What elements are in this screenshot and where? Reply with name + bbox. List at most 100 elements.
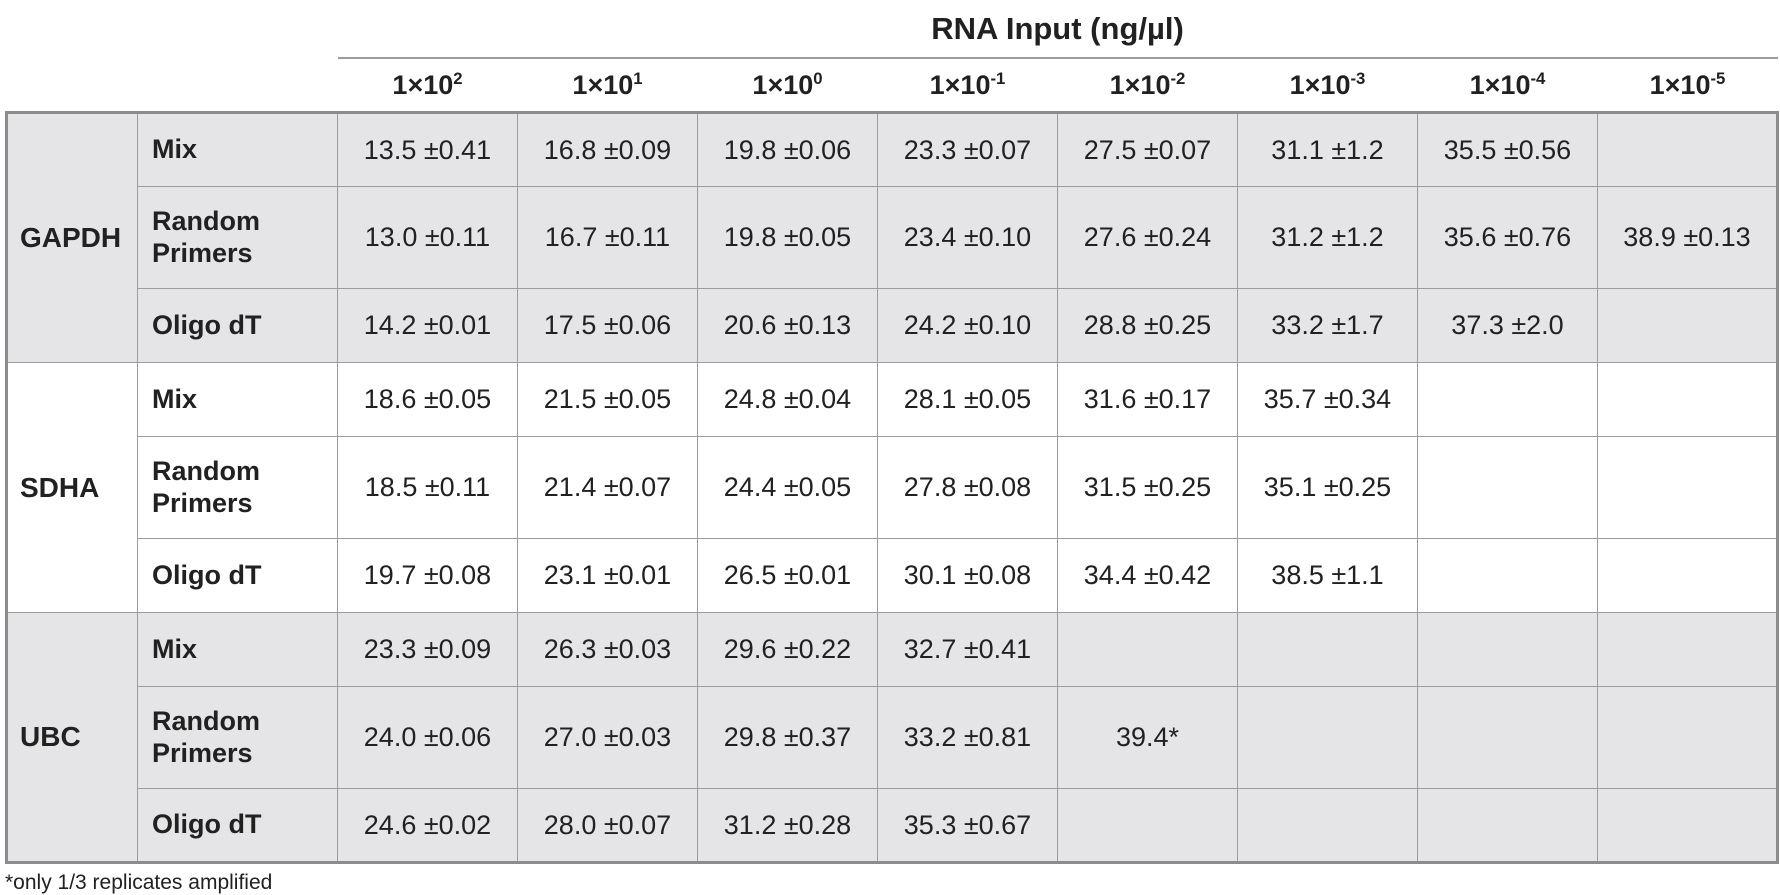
table-title: RNA Input (ng/µl) <box>337 2 1778 59</box>
value-cell: 23.4 ±0.10 <box>877 186 1058 289</box>
value-cell: 13.5 ±0.41 <box>337 112 518 187</box>
column-header-1e-1: 1×10-1 <box>878 58 1058 113</box>
column-header-base: 1×10 <box>1109 69 1171 100</box>
column-header-1e2: 1×102 <box>338 58 518 113</box>
gene-label-gapdh: GAPDH <box>6 112 138 363</box>
value-cell: 23.3 ±0.07 <box>877 112 1058 187</box>
value-cell: 24.8 ±0.04 <box>697 362 878 437</box>
value-cell <box>1597 686 1778 789</box>
column-header-base: 1×10 <box>1469 69 1531 100</box>
value-cell: 24.6 ±0.02 <box>337 788 518 863</box>
primer-label: Random Primers <box>137 686 338 789</box>
value-cell: 13.0 ±0.11 <box>337 186 518 289</box>
value-cell: 32.7 ±0.41 <box>877 612 1058 687</box>
value-cell: 27.0 ±0.03 <box>517 686 698 789</box>
value-cell: 26.3 ±0.03 <box>517 612 698 687</box>
value-cell: 27.8 ±0.08 <box>877 436 1058 539</box>
value-cell: 20.6 ±0.13 <box>697 288 878 363</box>
table-row: Oligo dT 19.7 ±0.08 23.1 ±0.01 26.5 ±0.01 30… <box>7 538 1778 613</box>
footnote: *only 1/3 replicates amplified <box>5 871 273 894</box>
value-cell: 30.1 ±0.08 <box>877 538 1058 613</box>
value-cell: 28.8 ±0.25 <box>1057 288 1238 363</box>
value-cell <box>1417 538 1598 613</box>
value-cell: 19.8 ±0.06 <box>697 112 878 187</box>
column-header-exponent: -2 <box>1170 68 1186 88</box>
value-cell: 14.2 ±0.01 <box>337 288 518 363</box>
value-cell <box>1597 538 1778 613</box>
value-cell: 19.8 ±0.05 <box>697 186 878 289</box>
value-cell: 29.8 ±0.37 <box>697 686 878 789</box>
column-header-base: 1×10 <box>752 69 814 100</box>
value-cell <box>1237 788 1418 863</box>
value-cell <box>1417 686 1598 789</box>
primer-label: Oligo dT <box>137 538 338 613</box>
value-cell: 21.5 ±0.05 <box>517 362 698 437</box>
column-header-exponent: -3 <box>1350 68 1366 88</box>
value-cell <box>1597 288 1778 363</box>
table-row: Random Primers 24.0 ±0.06 27.0 ±0.03 29.8 ±… <box>7 686 1778 789</box>
value-cell: 38.9 ±0.13 <box>1597 186 1778 289</box>
column-header-base: 1×10 <box>572 69 634 100</box>
value-cell: 34.4 ±0.42 <box>1057 538 1238 613</box>
column-header-1e-3: 1×10-3 <box>1238 58 1418 113</box>
value-cell <box>1057 788 1238 863</box>
column-header-base: 1×10 <box>1649 69 1711 100</box>
primer-label: Oligo dT <box>137 288 338 363</box>
value-cell <box>1237 686 1418 789</box>
table-row: GAPDH Mix 13.5 ±0.41 16.8 ±0.09 19.8 ±0.06 23… <box>6 112 1778 363</box>
column-header-exponent: -5 <box>1710 68 1726 88</box>
value-cell: 19.7 ±0.08 <box>337 538 518 613</box>
value-cell: 16.8 ±0.09 <box>517 112 698 187</box>
value-cell: 24.2 ±0.10 <box>877 288 1058 363</box>
value-cell <box>1417 612 1598 687</box>
gene-label-ubc: UBC <box>6 612 138 863</box>
gene-label-sdha: SDHA <box>6 362 138 613</box>
value-cell: 23.1 ±0.01 <box>517 538 698 613</box>
value-cell <box>1417 788 1598 863</box>
primer-label: Oligo dT <box>137 788 338 863</box>
table-row: UBC Mix 23.3 ±0.09 26.3 ±0.03 29.6 ±0.22 32.7… <box>6 612 1778 863</box>
table-row: Random Primers 13.0 ±0.11 16.7 ±0.11 19.8 ±… <box>7 186 1778 289</box>
column-header-base: 1×10 <box>929 69 991 100</box>
primer-label: Random Primers <box>137 436 338 539</box>
value-cell: 35.1 ±0.25 <box>1237 436 1418 539</box>
value-cell <box>1597 362 1778 437</box>
rna-input-table: RNA Input (ng/µl) 1×102 1×101 1×100 1×10-1 1… <box>5 2 1779 864</box>
value-cell: 31.2 ±0.28 <box>697 788 878 863</box>
column-header-exponent: -1 <box>990 68 1006 88</box>
value-cell: 33.2 ±0.81 <box>877 686 1058 789</box>
value-cell: 35.7 ±0.34 <box>1237 362 1418 437</box>
primer-label: Random Primers <box>137 186 338 289</box>
value-cell: 27.6 ±0.24 <box>1057 186 1238 289</box>
table-row: SDHA Mix 18.6 ±0.05 21.5 ±0.05 24.8 ±0.04 28.… <box>6 362 1778 613</box>
value-cell: 26.5 ±0.01 <box>697 538 878 613</box>
table-row: Oligo dT 14.2 ±0.01 17.5 ±0.06 20.6 ±0.13 24… <box>7 288 1778 363</box>
value-cell: 24.0 ±0.06 <box>337 686 518 789</box>
column-header-1e-5: 1×10-5 <box>1598 58 1778 113</box>
value-cell: 35.3 ±0.67 <box>877 788 1058 863</box>
value-cell: 23.3 ±0.09 <box>337 612 518 687</box>
value-cell: 37.3 ±2.0 <box>1417 288 1598 363</box>
primer-label: Mix <box>137 362 338 437</box>
column-header-1e1: 1×101 <box>518 58 698 113</box>
title-row: RNA Input (ng/µl) <box>7 2 1778 59</box>
column-header-exponent: 2 <box>453 68 463 88</box>
value-cell: 21.4 ±0.07 <box>517 436 698 539</box>
value-cell: 31.2 ±1.2 <box>1237 186 1418 289</box>
table-row: Random Primers 18.5 ±0.11 21.4 ±0.07 24.4 ±… <box>7 436 1778 539</box>
primer-label: Mix <box>137 112 338 187</box>
column-header-base: 1×10 <box>392 69 454 100</box>
column-header-1e0: 1×100 <box>698 58 878 113</box>
value-cell: 24.4 ±0.05 <box>697 436 878 539</box>
value-cell: 18.5 ±0.11 <box>337 436 518 539</box>
column-header-1e-4: 1×10-4 <box>1418 58 1598 113</box>
table-row: Oligo dT 24.6 ±0.02 28.0 ±0.07 31.2 ±0.28 35… <box>7 788 1778 863</box>
value-cell: 28.1 ±0.05 <box>877 362 1058 437</box>
value-cell: 31.6 ±0.17 <box>1057 362 1238 437</box>
value-cell <box>1597 112 1778 187</box>
value-cell: 17.5 ±0.06 <box>517 288 698 363</box>
value-cell: 31.5 ±0.25 <box>1057 436 1238 539</box>
column-header-base: 1×10 <box>1289 69 1351 100</box>
value-cell: 35.6 ±0.76 <box>1417 186 1598 289</box>
value-cell <box>1057 612 1238 687</box>
